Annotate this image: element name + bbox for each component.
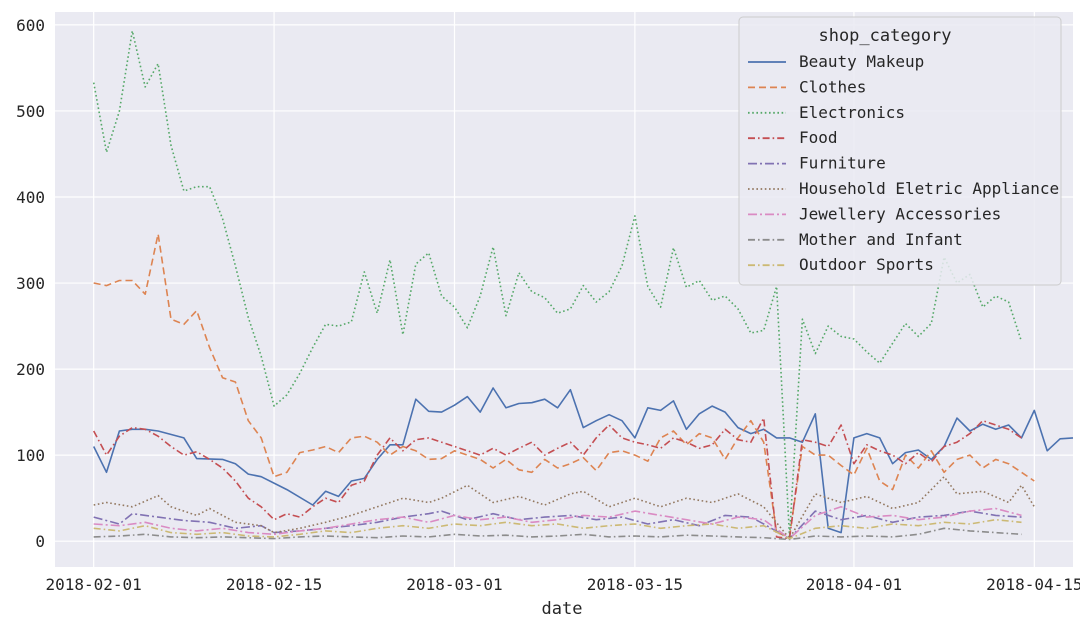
y-tick-label: 0 [35, 532, 45, 551]
x-axis-label: date [542, 599, 583, 619]
x-tick-label: 2018-02-15 [226, 575, 322, 594]
legend-box [738, 16, 1062, 286]
series-line-2 [92, 30, 1023, 538]
x-tick-label: 2018-03-15 [587, 575, 683, 594]
series-line-5 [93, 475, 1035, 540]
x-tick-label: 2018-03-01 [406, 575, 502, 594]
legend-title: shop_category [818, 26, 951, 46]
legend-label-8: Outdoor Sports [799, 255, 934, 274]
y-tick-label: 300 [16, 274, 45, 293]
legend-label-1: Clothes [799, 77, 866, 96]
legend-label-3: Food [799, 128, 838, 147]
legend-label-6: Jewellery Accessories [799, 204, 1001, 223]
y-tick-label: 200 [16, 360, 45, 379]
legend-label-7: Mother and Infant [799, 230, 963, 249]
series-line-3 [92, 417, 1022, 540]
series-line-4 [93, 510, 1022, 540]
x-axis-ticks: 2018-02-01 2018-02-15 2018-03-01 2018-03-15… [45, 575, 1080, 594]
series-line-0 [92, 387, 1074, 534]
series-line-8 [93, 518, 1022, 540]
series-line-6 [93, 506, 1022, 540]
legend-label-0: Beauty Makeup [799, 52, 924, 71]
series-lines [92, 30, 1074, 541]
legend-label-2: Electronics [799, 103, 905, 122]
y-tick-label: 500 [16, 102, 45, 121]
x-tick-label: 2018-04-01 [806, 575, 902, 594]
series-line-1 [93, 233, 1035, 538]
y-axis-ticks: 0 100 200 300 400 500 600 [16, 16, 45, 551]
y-tick-label: 600 [16, 16, 45, 35]
grid-lines [55, 12, 1073, 567]
x-tick-label: 2018-04-15 [986, 575, 1080, 594]
series-line-7 [93, 527, 1022, 541]
legend: shop_category Beauty Makeup Clothes Electr… [738, 16, 1062, 286]
legend-label-4: Furniture [799, 154, 886, 173]
legend-label-5: Household Eletric Appliance [799, 179, 1059, 198]
y-tick-label: 400 [16, 188, 45, 207]
y-tick-label: 100 [16, 446, 45, 465]
x-tick-label: 2018-02-01 [45, 575, 141, 594]
